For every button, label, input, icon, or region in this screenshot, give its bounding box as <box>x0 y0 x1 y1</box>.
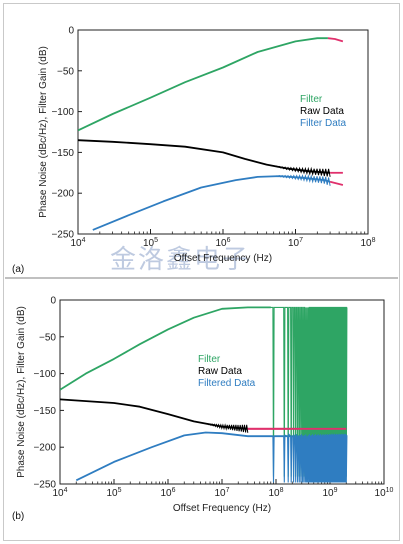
y-tick-label: −250 <box>33 480 56 491</box>
y-axis-label: Phase Noise (dBc/Hz), Filter Gain (dB) <box>38 46 49 218</box>
y-tick-label: −200 <box>51 189 74 200</box>
legend-entry-filter: Filter <box>198 354 221 365</box>
y-tick-label: −150 <box>33 406 56 417</box>
x-axis-label: Offset Frequency (Hz) <box>174 253 272 264</box>
series-line-filter-data <box>92 175 331 231</box>
y-tick-label: −100 <box>33 369 56 380</box>
watermark: 金洛鑫电子 <box>110 245 250 275</box>
x-tick-label: 105 <box>106 487 121 499</box>
x-tick-label: 106 <box>160 487 175 499</box>
series-line-filter <box>60 306 271 391</box>
filtered-data-nulls <box>257 432 348 483</box>
x-tick-label: 108 <box>268 487 283 499</box>
x-tick-label: 104 <box>70 237 85 249</box>
legend-entry-raw-data: Raw Data <box>300 106 344 117</box>
series-line-extension <box>329 180 344 186</box>
legend-entry-raw-data: Raw Data <box>198 366 242 377</box>
x-axis-label: Offset Frequency (Hz) <box>173 503 271 514</box>
series-line-filter <box>78 37 328 132</box>
series-noise-raw-data <box>272 165 331 177</box>
series-line-extension <box>327 37 344 43</box>
series-noise-raw-data <box>204 422 249 433</box>
series-noise-filter-data <box>272 174 331 186</box>
x-tick-label: 108 <box>360 237 375 249</box>
y-tick-label: 0 <box>50 296 56 307</box>
x-tick-label: 109 <box>322 487 337 499</box>
panel-label: (b) <box>12 511 24 522</box>
y-tick-label: −250 <box>51 230 74 241</box>
x-tick-label: 107 <box>214 487 229 499</box>
legend-entry-filter: Filter <box>300 94 323 105</box>
panel-label: (a) <box>12 264 24 275</box>
y-axis-label: Phase Noise (dBc/Hz), Filter Gain (dB) <box>16 306 27 478</box>
legend-entry-filtered-data: Filtered Data <box>198 378 256 389</box>
series-group <box>78 37 344 231</box>
x-tick-label: 1010 <box>375 487 394 499</box>
y-tick-label: −50 <box>39 332 56 343</box>
legend-background <box>194 351 264 391</box>
y-tick-label: −150 <box>51 148 74 159</box>
x-tick-label: 107 <box>288 237 303 249</box>
legend-entry-filter-data: Filter Data <box>300 118 347 129</box>
series-group <box>60 306 348 483</box>
y-tick-label: −50 <box>57 66 74 77</box>
y-tick-label: −100 <box>51 107 74 118</box>
plot-area <box>77 29 369 235</box>
y-tick-label: 0 <box>68 26 74 37</box>
y-tick-label: −200 <box>33 443 56 454</box>
x-tick-label: 104 <box>52 487 67 499</box>
